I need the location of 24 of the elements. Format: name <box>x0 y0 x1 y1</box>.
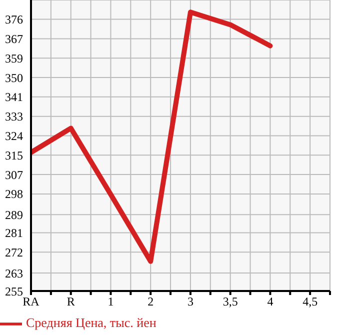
y-tick-label: 341 <box>5 90 23 104</box>
x-tick-label: 1 <box>108 294 114 309</box>
y-tick-label: 263 <box>5 266 23 280</box>
y-tick-label: 281 <box>5 226 23 240</box>
x-tick-label: 4 <box>267 294 274 309</box>
y-tick-label: 350 <box>5 70 23 85</box>
y-tick-label: 307 <box>5 168 23 182</box>
y-tick-label: 333 <box>5 110 23 124</box>
x-tick-label: 2 <box>148 294 154 309</box>
y-tick-label: 255 <box>5 284 23 298</box>
legend-label: Средняя Цена, тыс. йен <box>26 314 156 330</box>
x-tick-label: 3,5 <box>222 294 238 309</box>
x-tick-label: R <box>66 294 75 309</box>
x-tick-label: 3 <box>187 294 194 309</box>
y-tick-label: 324 <box>5 129 23 144</box>
y-tick-label: 272 <box>5 245 23 260</box>
y-tick-label: 376 <box>5 12 23 27</box>
y-tick-label: 367 <box>5 32 23 46</box>
x-tick-label: RA <box>22 294 40 309</box>
y-tick-label: 289 <box>5 208 23 222</box>
y-tick-label: 359 <box>5 51 23 66</box>
x-tick-label: 4,5 <box>302 294 318 309</box>
y-tick-label: 298 <box>5 187 23 202</box>
y-tick-label: 315 <box>5 148 23 162</box>
